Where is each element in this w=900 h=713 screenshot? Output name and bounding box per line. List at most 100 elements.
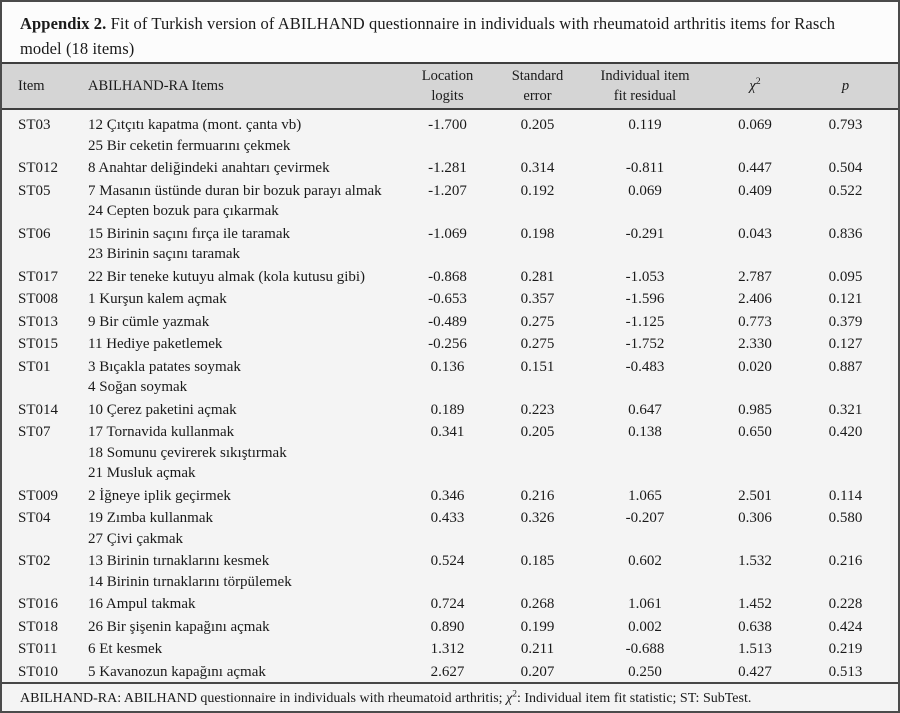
cell-standard-error: 0.326 <box>520 510 555 526</box>
cell-fit-residual: -1.053 <box>625 268 665 285</box>
cell-tasks: 8 Anahtar deliğindeki anahtarı çevirmek <box>88 156 405 179</box>
cell-location-logits: 1.312 <box>430 641 465 657</box>
cell-item-code: ST02 <box>18 553 51 569</box>
table-row: ST06 15 Birinin saçını fırça ile taramak 2… <box>2 222 898 265</box>
cell-chi-square: 0.069 <box>738 117 772 133</box>
cell-fit-residual: 1.065 <box>628 487 662 504</box>
cell-item-code: ST009 <box>18 487 59 504</box>
cell-location-logits: -1.700 <box>428 117 467 133</box>
cell-location-logits: -0.256 <box>428 336 467 352</box>
cell-location-logits: 0.433 <box>430 510 465 526</box>
cell-standard-error: 0.357 <box>520 291 555 307</box>
cell-location-logits: -1.207 <box>428 182 467 199</box>
cell-location-logits: 2.627 <box>430 663 465 680</box>
cell-fit-residual: 0.069 <box>628 182 662 199</box>
cell-chi-square: 0.985 <box>738 401 772 418</box>
cell-p-value: 0.504 <box>828 160 863 176</box>
cell-tasks: 1 Kurşun kalem açmak <box>88 287 405 310</box>
cell-p-value: 0.379 <box>828 313 863 330</box>
cell-standard-error: 0.205 <box>520 117 555 133</box>
cell-tasks: 15 Birinin saçını fırça ile taramak 23 Bi… <box>88 222 405 265</box>
cell-standard-error: 0.151 <box>520 358 555 375</box>
table-row: ST015 11 Hediye paketlemek -0.256 0.275 -1.7… <box>2 332 898 355</box>
cell-location-logits: -0.489 <box>428 313 467 330</box>
table-row: ST016 16 Ampul takmak 0.724 0.268 1.061 1.452… <box>2 592 898 615</box>
cell-p-value: 0.424 <box>828 618 863 635</box>
table-row: ST05 7 Masanın üstünde duran bir bozuk pa… <box>2 179 898 222</box>
header-row: Item ABILHAND-RA Items Location logits St… <box>2 62 898 110</box>
cell-standard-error: 0.314 <box>520 160 555 176</box>
table-row: ST017 22 Bir teneke kutuyu almak (kola ku… <box>2 265 898 288</box>
caption-label: Appendix 2. <box>20 14 107 33</box>
task-line: 1 Kurşun kalem açmak <box>88 291 227 307</box>
cell-chi-square: 0.043 <box>738 225 772 242</box>
cell-p-value: 0.127 <box>828 336 863 352</box>
task-line: 25 Bir ceketin fermuarını çekmek <box>88 137 291 154</box>
cell-fit-residual: -1.596 <box>625 291 665 307</box>
task-line: 26 Bir şişenin kapağını açmak <box>88 618 270 635</box>
col-header-p-value: p <box>805 62 898 110</box>
chi-symbol: χ <box>749 78 756 94</box>
cell-p-value: 0.219 <box>828 641 863 657</box>
task-line: 3 Bıçakla patates soymak <box>88 358 241 375</box>
table-row: ST008 1 Kurşun kalem açmak -0.653 0.357 -1.5… <box>2 287 898 310</box>
table-row: ST018 26 Bir şişenin kapağını açmak 0.890 0… <box>2 615 898 638</box>
cell-p-value: 0.793 <box>828 117 863 133</box>
table-row: ST07 17 Tornavida kullanmak 18 Somunu çevi… <box>2 420 898 484</box>
cell-p-value: 0.095 <box>828 268 863 285</box>
cell-tasks: 7 Masanın üstünde duran bir bozuk parayı… <box>88 179 405 222</box>
header-line: logits <box>431 88 464 104</box>
cell-fit-residual: 0.138 <box>628 424 662 440</box>
cell-fit-residual: -0.483 <box>625 358 665 375</box>
cell-fit-residual: 0.119 <box>628 117 662 133</box>
cell-item-code: ST017 <box>18 268 59 285</box>
task-line: 18 Somunu çevirerek sıkıştırmak <box>88 444 287 461</box>
task-line: 21 Musluk açmak <box>88 465 196 481</box>
cell-item-code: ST03 <box>18 117 51 133</box>
cell-tasks: 16 Ampul takmak <box>88 592 405 615</box>
task-line: 11 Hediye paketlemek <box>88 336 223 352</box>
task-line: 14 Birinin tırnaklarını törpülemek <box>88 573 292 590</box>
cell-chi-square: 0.773 <box>738 313 772 330</box>
cell-standard-error: 0.275 <box>520 313 555 330</box>
cell-tasks: 6 Et kesmek <box>88 637 405 660</box>
task-line: 13 Birinin tırnaklarını kesmek <box>88 553 270 569</box>
cell-location-logits: 0.189 <box>430 401 465 418</box>
cell-location-logits: 0.724 <box>430 596 465 612</box>
table-row: ST012 8 Anahtar deliğindeki anahtarı çevi… <box>2 156 898 179</box>
col-header-fit-residual: Individual item fit residual <box>585 62 705 110</box>
cell-tasks: 2 İğneye iplik geçirmek <box>88 484 405 507</box>
cell-standard-error: 0.268 <box>520 596 555 612</box>
cell-fit-residual: 0.250 <box>628 663 662 680</box>
table-row: ST04 19 Zımba kullanmak 27 Çivi çakmak 0.43… <box>2 506 898 549</box>
cell-standard-error: 0.192 <box>520 182 555 199</box>
cell-standard-error: 0.216 <box>520 487 555 504</box>
footnote-pre: ABILHAND-RA: ABILHAND questionnaire in i… <box>20 691 507 706</box>
task-line: 23 Birinin saçını taramak <box>88 246 241 262</box>
footnote-chi-symbol: χ <box>506 691 513 706</box>
cell-fit-residual: -0.291 <box>625 225 665 242</box>
cell-p-value: 0.580 <box>828 510 863 526</box>
cell-item-code: ST015 <box>18 336 59 352</box>
col-header-standard-error: Standard error <box>490 62 585 110</box>
cell-fit-residual: 0.602 <box>628 553 662 569</box>
cell-chi-square: 0.409 <box>738 182 772 199</box>
cell-item-code: ST04 <box>18 510 51 526</box>
table-row: ST013 9 Bir cümle yazmak -0.489 0.275 -1.125… <box>2 310 898 333</box>
cell-chi-square: 1.532 <box>738 553 772 569</box>
cell-chi-square: 0.427 <box>738 663 772 680</box>
header-line: fit residual <box>613 88 677 104</box>
cell-p-value: 0.114 <box>828 487 863 504</box>
cell-standard-error: 0.275 <box>520 336 555 352</box>
cell-location-logits: 0.524 <box>430 553 465 569</box>
task-line: 16 Ampul takmak <box>88 596 196 612</box>
cell-location-logits: -0.653 <box>428 291 467 307</box>
cell-chi-square: 0.650 <box>738 424 772 440</box>
cell-tasks: 10 Çerez paketini açmak <box>88 398 405 421</box>
cell-tasks: 9 Bir cümle yazmak <box>88 310 405 333</box>
cell-standard-error: 0.207 <box>520 663 555 680</box>
cell-p-value: 0.887 <box>828 358 863 375</box>
caption-text: Fit of Turkish version of ABILHAND quest… <box>20 14 836 58</box>
cell-item-code: ST01 <box>18 358 51 375</box>
table-header: Item ABILHAND-RA Items Location logits St… <box>2 62 898 110</box>
